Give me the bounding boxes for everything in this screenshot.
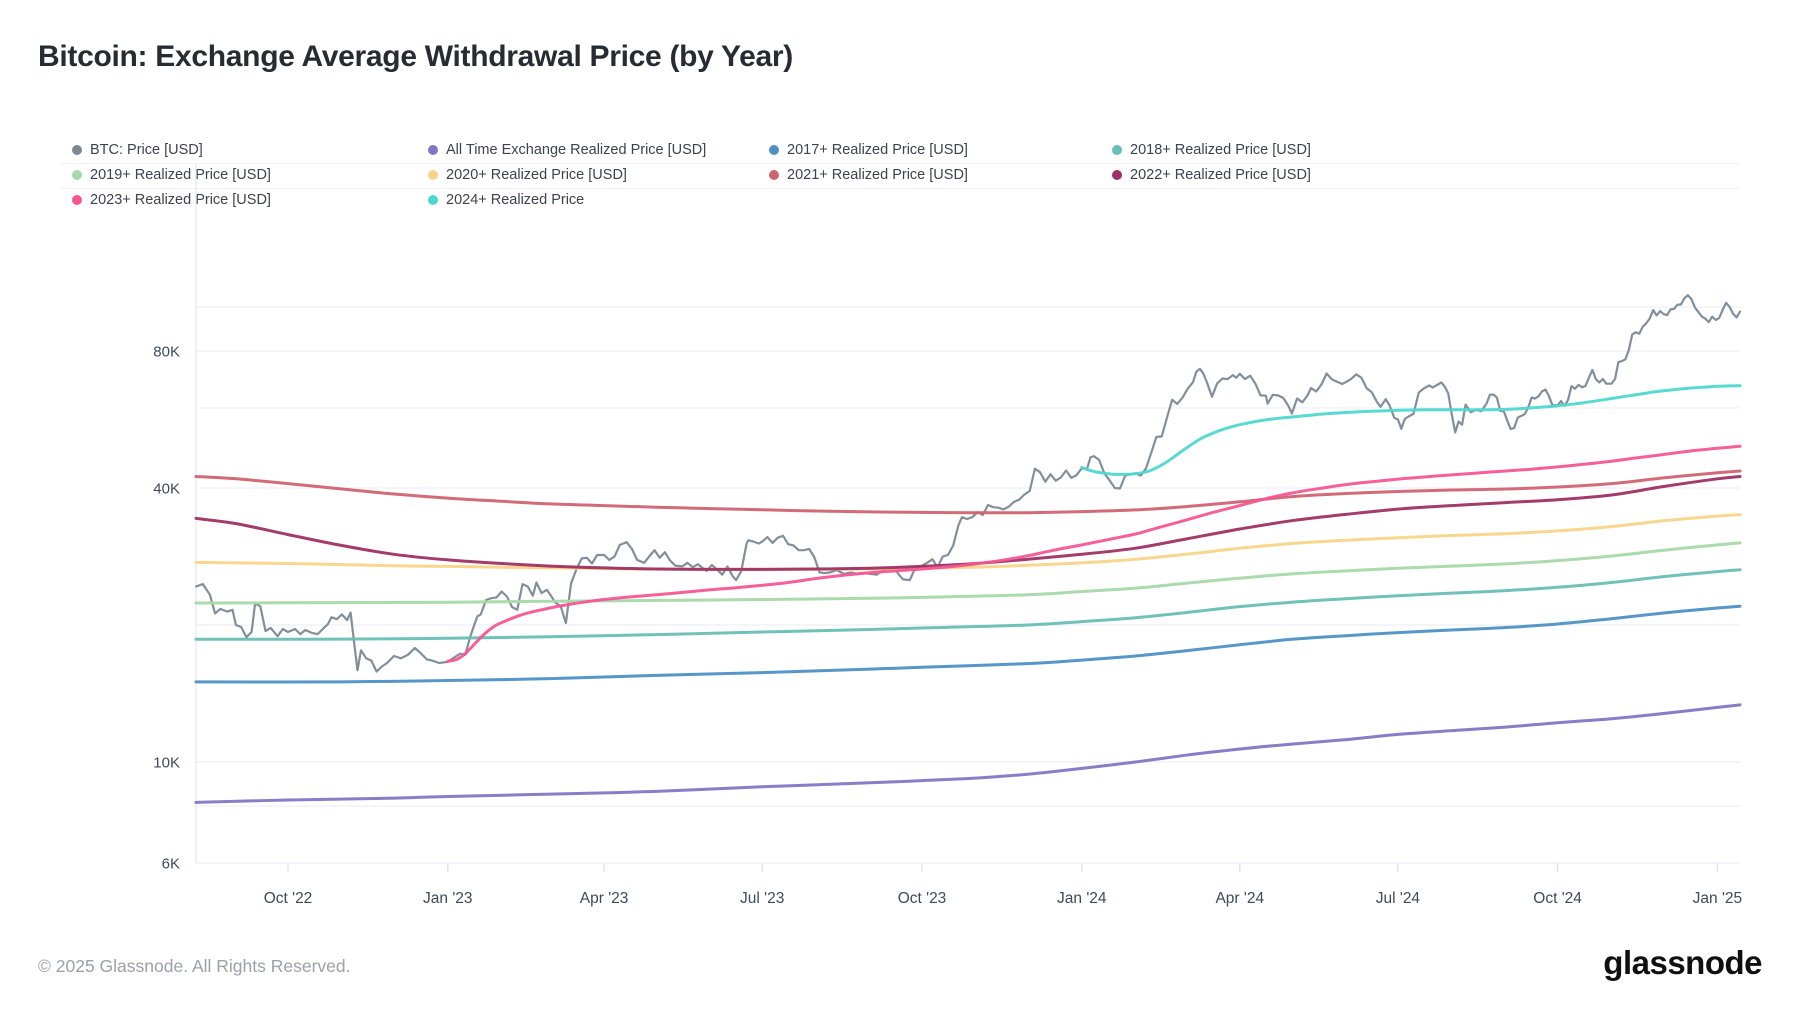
series-line-2019-realized bbox=[194, 541, 1742, 605]
legend-dot-icon bbox=[72, 145, 82, 155]
legend-item-btc-price[interactable]: BTC: Price [USD] bbox=[72, 142, 203, 158]
x-axis-label: Apr '24 bbox=[1215, 890, 1264, 907]
legend-label: BTC: Price [USD] bbox=[90, 142, 203, 158]
legend-label: 2018+ Realized Price [USD] bbox=[1130, 142, 1311, 158]
legend-label: 2023+ Realized Price [USD] bbox=[90, 192, 271, 208]
legend-dot-icon bbox=[428, 195, 438, 205]
x-axis-label: Jan '23 bbox=[423, 890, 473, 907]
page-title: Bitcoin: Exchange Average Withdrawal Pri… bbox=[38, 40, 793, 73]
glassnode-logo: glassnode bbox=[1603, 944, 1762, 981]
legend-item-2020-realized[interactable]: 2020+ Realized Price [USD] bbox=[428, 167, 627, 183]
legend-label: 2024+ Realized Price bbox=[446, 192, 585, 208]
y-axis-label: 40K bbox=[153, 481, 180, 498]
legend-dot-icon bbox=[1112, 170, 1122, 180]
legend-dot-icon bbox=[428, 145, 438, 155]
legend-label: 2019+ Realized Price [USD] bbox=[90, 167, 271, 183]
legend-dot-icon bbox=[428, 170, 438, 180]
x-axis-label: Oct '22 bbox=[264, 890, 313, 907]
legend-dot-icon bbox=[72, 170, 82, 180]
series-line-2020-realized bbox=[194, 513, 1742, 571]
footer-copyright: © 2025 Glassnode. All Rights Reserved. bbox=[38, 956, 351, 976]
x-axis-label: Oct '23 bbox=[898, 890, 947, 907]
legend-item-2017-realized[interactable]: 2017+ Realized Price [USD] bbox=[769, 142, 968, 158]
legend-label: 2017+ Realized Price [USD] bbox=[787, 142, 968, 158]
legend-label: 2022+ Realized Price [USD] bbox=[1130, 167, 1311, 183]
legend-item-2021-realized[interactable]: 2021+ Realized Price [USD] bbox=[769, 167, 968, 183]
legend-item-2023-realized[interactable]: 2023+ Realized Price [USD] bbox=[72, 192, 271, 208]
legend-item-all-time-realized[interactable]: All Time Exchange Realized Price [USD] bbox=[428, 142, 706, 158]
legend-label: 2021+ Realized Price [USD] bbox=[787, 167, 968, 183]
x-axis-label: Oct '24 bbox=[1533, 890, 1582, 907]
legend-item-2024-realized[interactable]: 2024+ Realized Price bbox=[428, 192, 584, 208]
legend-dot-icon bbox=[769, 170, 779, 180]
legend: BTC: Price [USD] All Time Exchange Realiz… bbox=[0, 0, 1800, 215]
series-line-2022-realized bbox=[194, 475, 1742, 571]
x-axis-label: Jan '24 bbox=[1057, 890, 1107, 907]
series-line-all-time-realized bbox=[194, 703, 1742, 804]
legend-row-separator bbox=[60, 188, 1740, 189]
y-axis-label: 80K bbox=[153, 344, 180, 361]
legend-dot-icon bbox=[72, 195, 82, 205]
series-line-2017-realized bbox=[194, 604, 1742, 684]
x-axis-label: Jul '24 bbox=[1376, 890, 1421, 907]
legend-dot-icon bbox=[769, 145, 779, 155]
series-line-2021-realized bbox=[194, 469, 1742, 515]
y-axis-label: 10K bbox=[153, 755, 180, 772]
legend-dot-icon bbox=[1112, 145, 1122, 155]
x-axis-label: Jan '25 bbox=[1693, 890, 1743, 907]
y-axis-label: 6K bbox=[162, 856, 180, 873]
legend-label: 2020+ Realized Price [USD] bbox=[446, 167, 627, 183]
legend-item-2019-realized[interactable]: 2019+ Realized Price [USD] bbox=[72, 167, 271, 183]
series-line-2024-realized bbox=[1080, 384, 1742, 476]
x-axis-label: Apr '23 bbox=[580, 890, 629, 907]
legend-item-2022-realized[interactable]: 2022+ Realized Price [USD] bbox=[1112, 167, 1311, 183]
series-line-2023-realized bbox=[446, 444, 1742, 663]
legend-row-separator bbox=[60, 163, 1740, 164]
x-axis-label: Jul '23 bbox=[740, 890, 784, 907]
legend-label: All Time Exchange Realized Price [USD] bbox=[446, 142, 707, 158]
series-line-2018-realized bbox=[194, 568, 1742, 641]
legend-item-2018-realized[interactable]: 2018+ Realized Price [USD] bbox=[1112, 142, 1311, 158]
